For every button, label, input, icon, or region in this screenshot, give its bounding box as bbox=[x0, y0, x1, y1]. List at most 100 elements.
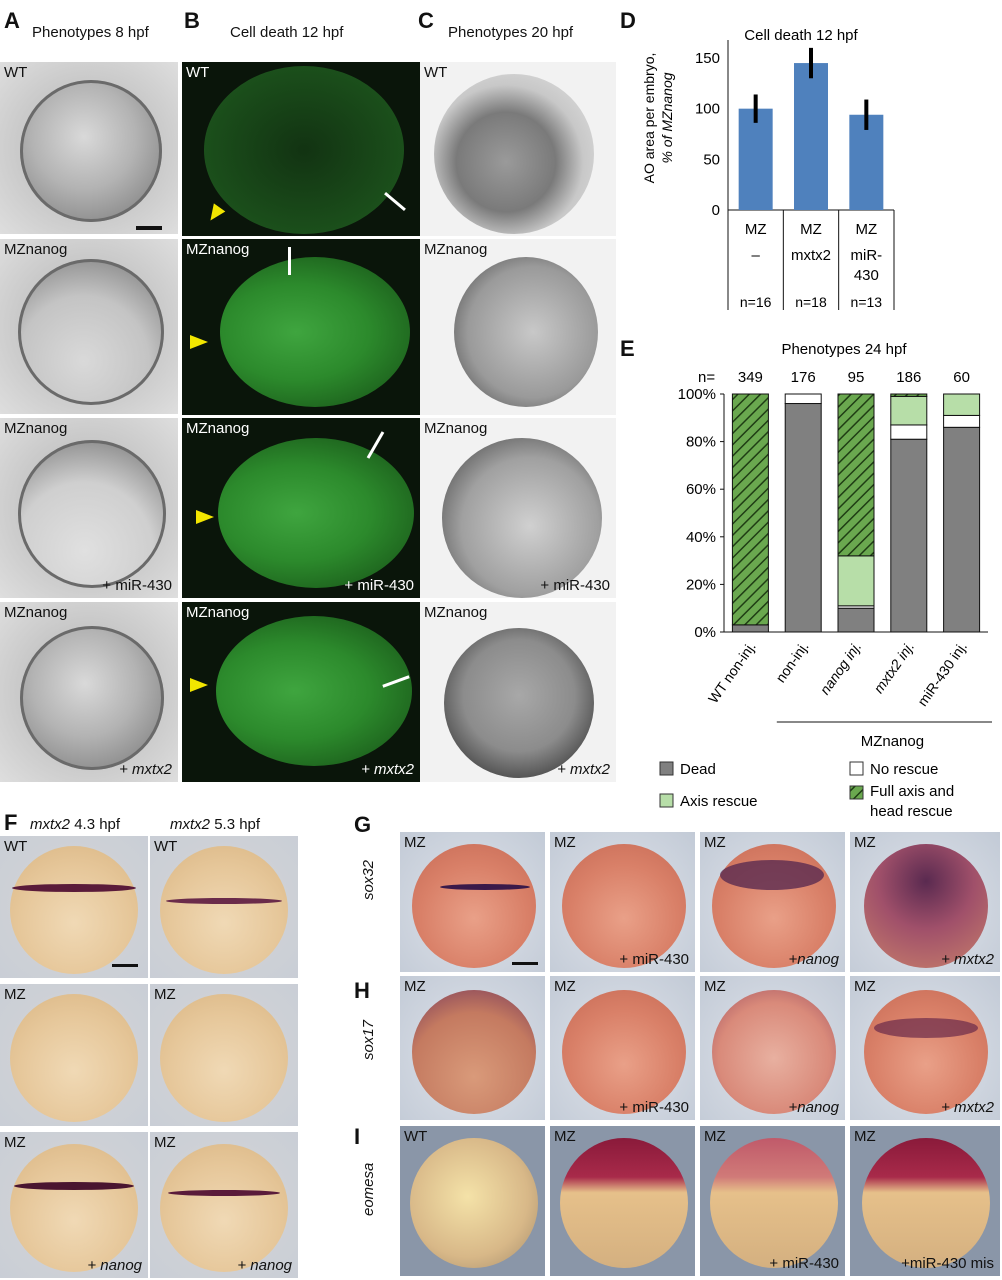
embryo-image bbox=[160, 846, 288, 974]
category-label: non-inj. bbox=[772, 639, 811, 686]
staining-band bbox=[12, 884, 136, 892]
tile-label: MZ bbox=[554, 1128, 576, 1145]
tile-condition: + mxtx2 bbox=[361, 761, 414, 778]
n-value: 349 bbox=[738, 369, 763, 386]
panel-g-tile-4: MZ + mxtx2 bbox=[850, 832, 1000, 972]
tile-label: MZ bbox=[854, 1128, 876, 1145]
n-value: 186 bbox=[896, 369, 921, 386]
bar-segment bbox=[837, 607, 875, 633]
panel-a-tile-mxtx2: MZnanog + mxtx2 bbox=[0, 602, 178, 782]
staining-band bbox=[874, 1018, 978, 1038]
embryo-image bbox=[410, 1138, 538, 1268]
y-tick-label: 80% bbox=[686, 434, 716, 451]
tile-label: WT bbox=[186, 64, 210, 81]
tile-condition: + miR-430 bbox=[540, 577, 610, 594]
tile-label: MZ bbox=[704, 978, 726, 995]
staining-band bbox=[166, 898, 282, 904]
panel-f-tile-mz-1: MZ bbox=[0, 984, 148, 1126]
embryo-image bbox=[862, 1138, 990, 1268]
bar-segment bbox=[890, 424, 928, 440]
panel-a-tile-wt: WT bbox=[0, 62, 178, 234]
embryo-image bbox=[412, 844, 536, 968]
bar-segment bbox=[890, 395, 928, 426]
legend-swatch bbox=[659, 793, 674, 808]
panel-f-tile-wt-2: WT bbox=[150, 836, 298, 978]
panel-h-tile-1: MZ bbox=[400, 976, 545, 1120]
n-label: n=16 bbox=[740, 294, 772, 310]
n-value: 176 bbox=[791, 369, 816, 386]
category-label: mxtx2 inj. bbox=[870, 639, 917, 697]
bar bbox=[738, 108, 773, 210]
tile-condition: + miR-430 bbox=[619, 1099, 689, 1116]
embryo-image bbox=[712, 990, 836, 1114]
panel-label-e: E bbox=[620, 336, 635, 361]
tile-label: WT bbox=[4, 838, 28, 855]
y-tick-label: 40% bbox=[686, 529, 716, 546]
category-label: MZ bbox=[745, 221, 767, 238]
category-label: – bbox=[751, 247, 760, 264]
panel-i-tile-1: WT bbox=[400, 1126, 545, 1276]
tile-label: MZ bbox=[4, 986, 26, 1003]
legend-label: head rescue bbox=[870, 803, 953, 820]
chart-title: Phenotypes 24 hpf bbox=[781, 341, 907, 358]
panel-f-col2-title: mxtx2 5.3 hpf bbox=[170, 816, 260, 833]
embryo-image bbox=[10, 846, 138, 974]
arrowhead-marker bbox=[204, 203, 226, 225]
panel-c-tile-wt: WT bbox=[420, 62, 616, 236]
tile-label: MZ bbox=[554, 834, 576, 851]
panel-i-tile-2: MZ bbox=[550, 1126, 695, 1276]
tile-label: MZ bbox=[704, 834, 726, 851]
y-tick-label: 0 bbox=[712, 202, 720, 219]
embryo-image bbox=[20, 626, 164, 770]
y-tick-label: 100 bbox=[695, 101, 720, 118]
panel-f-col1-title: mxtx2 4.3 hpf bbox=[30, 816, 120, 833]
panel-title-b: Cell death 12 hpf bbox=[230, 24, 344, 41]
scale-bar bbox=[112, 964, 138, 967]
gene-label-i: eomesa bbox=[360, 1162, 377, 1216]
bar-segment bbox=[731, 624, 769, 633]
panel-b-tile-mir430: MZnanog + miR-430 bbox=[182, 418, 420, 598]
tile-condition: + mxtx2 bbox=[119, 761, 172, 778]
bar-segment bbox=[890, 393, 928, 397]
staining-band bbox=[720, 860, 824, 890]
embryo-image bbox=[562, 844, 686, 968]
embryo-image bbox=[218, 438, 414, 588]
staining-band bbox=[168, 1190, 280, 1196]
tile-label: MZ bbox=[154, 1134, 176, 1151]
y-tick-label: 20% bbox=[686, 576, 716, 593]
panel-label-c: C bbox=[418, 8, 434, 33]
panel-h-tile-4: MZ + mxtx2 bbox=[850, 976, 1000, 1120]
arrow-marker bbox=[288, 247, 291, 275]
panel-b-tile-wt: WT bbox=[182, 62, 420, 236]
panel-label-a: A bbox=[4, 8, 20, 33]
legend-label: Full axis and bbox=[870, 783, 954, 800]
category-label: 430 bbox=[854, 267, 879, 284]
arrow-marker bbox=[384, 191, 406, 212]
tile-condition: + miR-430 bbox=[102, 577, 172, 594]
chart-d: Cell death 12 hpf 0 50 100 150 AO area per em… bbox=[641, 27, 895, 310]
y-tick-label: 0% bbox=[694, 624, 716, 641]
tile-condition: + mxtx2 bbox=[557, 761, 610, 778]
n-label: n=18 bbox=[795, 294, 827, 310]
gene-label-g: sox32 bbox=[360, 859, 377, 900]
embryo-image bbox=[18, 440, 166, 588]
panel-g-tile-3: MZ +nanog bbox=[700, 832, 845, 972]
legend-label: Dead bbox=[680, 761, 716, 778]
tile-label: WT bbox=[154, 838, 178, 855]
embryo-image bbox=[160, 1144, 288, 1272]
panel-c-tile-mznanog: MZnanog bbox=[420, 239, 616, 415]
tile-label: MZnanog bbox=[4, 241, 68, 258]
panel-h-tile-3: MZ +nanog bbox=[700, 976, 845, 1120]
tile-label: MZ bbox=[854, 978, 876, 995]
gene-name: mxtx2 bbox=[170, 816, 211, 833]
tile-condition: +nanog bbox=[788, 951, 839, 968]
tile-condition: + miR-430 bbox=[344, 577, 414, 594]
panel-c-tile-mir430: MZnanog + miR-430 bbox=[420, 418, 616, 598]
legend-swatch bbox=[849, 761, 864, 776]
n-label: n=13 bbox=[851, 294, 883, 310]
panel-a-tile-mznanog: MZnanog bbox=[0, 239, 178, 414]
embryo-image bbox=[560, 1138, 688, 1268]
category-label: MZ bbox=[800, 221, 822, 238]
bar-segment bbox=[784, 403, 822, 633]
tile-condition: + nanog bbox=[87, 1257, 142, 1274]
